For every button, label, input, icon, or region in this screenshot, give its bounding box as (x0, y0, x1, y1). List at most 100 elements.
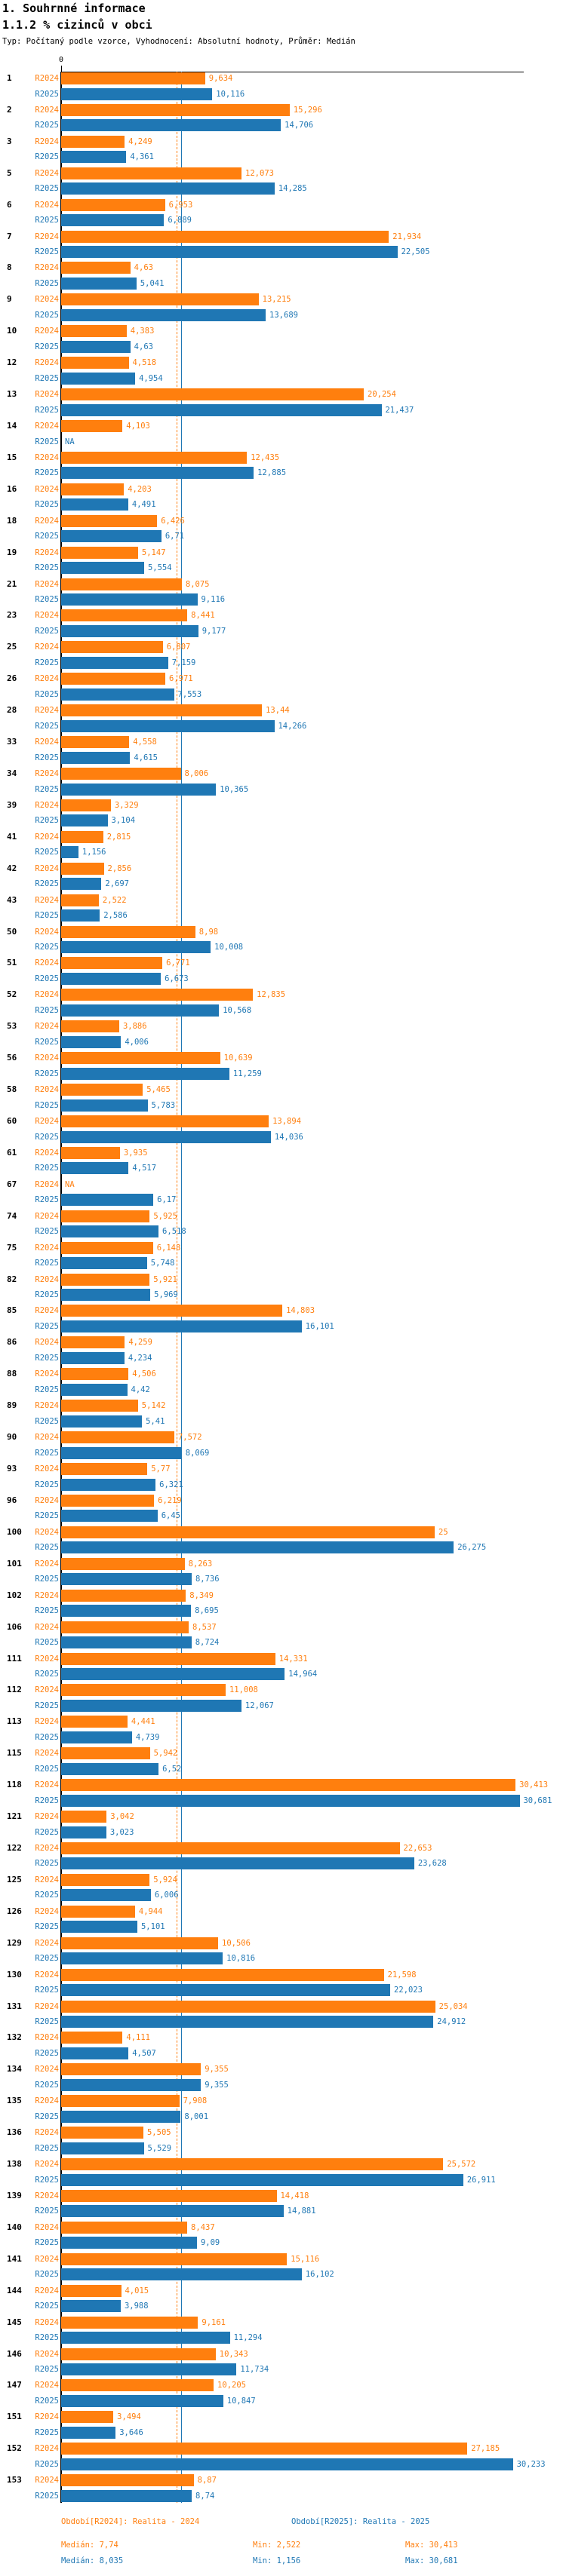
bar-row-r2024: 26 R2024 6,971 (0, 673, 566, 685)
legend-period-2025: Období[R2025]: Realita - 2025 (291, 2517, 430, 2526)
bar-row-r2024: 28 R2024 13,44 (0, 704, 566, 717)
bar-r2024 (61, 1557, 185, 1570)
bar-r2024 (61, 1652, 275, 1665)
series-label-r2024: R2024 (35, 1433, 59, 1443)
bar-r2024 (61, 325, 127, 338)
value-label-r2024: 13,894 (272, 1117, 302, 1127)
value-label-r2025: 4,234 (128, 1353, 152, 1363)
bar-row-r2025: R2025 24,912 (0, 2016, 566, 2028)
bar-r2025 (61, 593, 198, 606)
bar-r2025 (61, 1826, 106, 1838)
value-label-r2024: 10,205 (217, 2381, 246, 2390)
bar-row-r2024: 56 R2024 10,639 (0, 1052, 566, 1065)
series-label-r2024: R2024 (35, 2065, 59, 2075)
bar-row-r2025: R2025 11,259 (0, 1067, 566, 1080)
value-label-r2025: 8,74 (195, 2491, 215, 2501)
series-label-r2025: R2025 (35, 784, 59, 794)
value-label-r2024: 12,835 (257, 990, 286, 1000)
bar-r2025 (61, 1984, 391, 1997)
bar-group: 131 R2024 25,034 R2025 24,912 (0, 2000, 566, 2032)
bar-row-r2024: 74 R2024 5,925 (0, 1210, 566, 1222)
bar-row-r2025: R2025 10,365 (0, 783, 566, 796)
bar-row-r2025: R2025 4,615 (0, 751, 566, 764)
bar-row-r2025: R2025 6,006 (0, 1889, 566, 1902)
value-label-r2025: 8,069 (185, 1448, 210, 1458)
bar-r2025 (61, 1162, 129, 1175)
bar-row-r2025: R2025 8,069 (0, 1446, 566, 1459)
bar-r2024 (61, 1937, 218, 1949)
bar-r2024 (61, 1873, 150, 1886)
bar-r2025 (61, 2173, 463, 2186)
bar-r2024 (61, 799, 111, 811)
row-number: 153 (7, 2475, 22, 2486)
series-label-r2025: R2025 (35, 1480, 59, 1489)
bar-r2025 (61, 1289, 151, 1302)
bar-r2024 (61, 1716, 128, 1728)
series-label-r2024: R2024 (35, 2033, 59, 2043)
row-number: 126 (7, 1906, 22, 1916)
bar-row-r2024: 147 R2024 10,205 (0, 2379, 566, 2392)
series-label-r2024: R2024 (35, 1369, 59, 1379)
value-label-r2024: 3,494 (117, 2412, 141, 2422)
value-label-r2024: 9,634 (208, 74, 233, 83)
row-number: 14 (7, 421, 17, 431)
bar-row-r2025: R2025 6,321 (0, 1478, 566, 1491)
row-number: 115 (7, 1748, 22, 1759)
series-label-r2025: R2025 (35, 1227, 59, 1237)
series-label-r2025: R2025 (35, 1132, 59, 1142)
bar-row-r2025: R2025 3,988 (0, 2300, 566, 2313)
series-label-r2025: R2025 (35, 1164, 59, 1173)
bar-r2025 (61, 1541, 454, 1554)
bar-group: 152 R2024 27,185 R2025 30,233 (0, 2443, 566, 2474)
bar-r2024 (61, 704, 263, 717)
bar-r2024 (61, 2000, 435, 2013)
bar-group: 74 R2024 5,925 R2025 6,518 (0, 1210, 566, 1242)
series-label-r2025: R2025 (35, 1606, 59, 1616)
bar-row-r2024: 88 R2024 4,506 (0, 1368, 566, 1381)
bar-row-r2024: 118 R2024 30,413 (0, 1779, 566, 1792)
bar-row-r2025: R2025 10,568 (0, 1004, 566, 1017)
bar-row-r2025: R2025 3,104 (0, 814, 566, 827)
series-label-r2025: R2025 (35, 1859, 59, 1869)
row-number: 141 (7, 2253, 22, 2264)
bar-row-r2025: R2025 7,553 (0, 688, 566, 701)
series-label-r2024: R2024 (35, 74, 59, 83)
bar-row-r2025: R2025 7,159 (0, 656, 566, 669)
row-number: 135 (7, 2096, 22, 2106)
value-label-r2025: 4,491 (131, 500, 156, 510)
bar-group: 100 R2024 25 R2025 26,275 (0, 1526, 566, 1558)
bar-row-r2024: 90 R2024 7,572 (0, 1431, 566, 1444)
value-label-r2025: 11,294 (233, 2333, 263, 2343)
value-label-r2024: 8,263 (188, 1559, 213, 1569)
value-label-r2025: 14,706 (285, 121, 314, 130)
series-label-r2025: R2025 (35, 1796, 59, 1805)
series-label-r2024: R2024 (35, 2096, 59, 2106)
bar-row-r2025: R2025 14,036 (0, 1130, 566, 1143)
value-label-r2025: 4,006 (125, 1037, 149, 1047)
series-label-r2025: R2025 (35, 278, 59, 288)
value-label-r2025: 14,036 (274, 1132, 303, 1142)
series-label-r2025: R2025 (35, 310, 59, 320)
value-label-r2025: 4,954 (139, 373, 163, 383)
bar-row-r2024: 122 R2024 22,653 (0, 1842, 566, 1854)
bar-r2025 (61, 246, 398, 259)
bar-r2025 (61, 1225, 159, 1238)
bar-row-r2025: R2025 2,697 (0, 878, 566, 891)
bar-r2025 (61, 340, 131, 353)
bar-group: 101 R2024 8,263 R2025 8,736 (0, 1557, 566, 1590)
value-label-r2024: 6,807 (166, 642, 191, 652)
bar-row-r2024: 25 R2024 6,807 (0, 641, 566, 654)
bar-row-r2025: R2025 4,63 (0, 340, 566, 353)
series-label-r2025: R2025 (35, 1922, 59, 1932)
value-label-r2024: 2,522 (102, 895, 127, 905)
bar-r2025 (61, 2205, 284, 2218)
row-number: 88 (7, 1369, 17, 1379)
series-label-r2025: R2025 (35, 1827, 59, 1837)
row-number: 58 (7, 1084, 17, 1095)
bar-group: 50 R2024 8,98 R2025 10,008 (0, 925, 566, 958)
value-label-r2024: 8,441 (191, 611, 215, 621)
series-label-r2024: R2024 (35, 832, 59, 842)
value-label-r2024: 6,148 (156, 1243, 181, 1253)
value-label-r2024: 20,254 (368, 390, 396, 400)
bar-row-r2025: R2025 16,102 (0, 2268, 566, 2281)
